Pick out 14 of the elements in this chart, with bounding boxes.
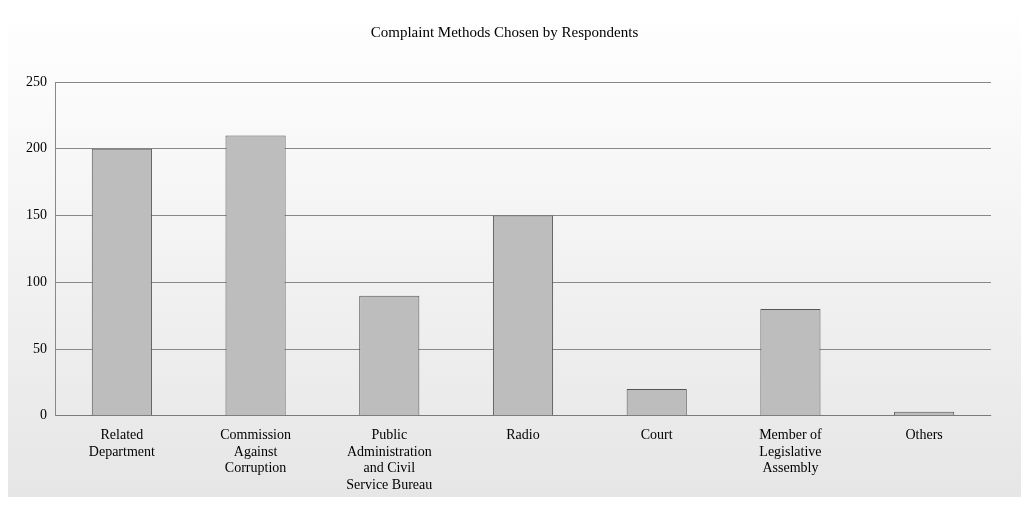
x-tick-label: Court bbox=[640, 426, 673, 442]
x-tick-label: Commission Against Corruption bbox=[220, 426, 291, 476]
x-tick-label: Member of Legislative Assembly bbox=[759, 426, 823, 476]
y-tick-label: 200 bbox=[26, 140, 47, 156]
y-tick-label: 250 bbox=[26, 73, 47, 89]
x-tick-label: Public Administration and Civil Service Bureau bbox=[346, 426, 433, 493]
y-tick-label: 150 bbox=[26, 207, 47, 223]
y-tick-label: 50 bbox=[33, 340, 47, 356]
chart-title: Complaint Methods Chosen by Respondents bbox=[370, 23, 639, 40]
y-tick-label: 100 bbox=[26, 273, 47, 289]
x-tick-label: Others bbox=[905, 426, 943, 442]
x-tick-label: Related Department bbox=[88, 426, 155, 459]
y-tick-label: 0 bbox=[40, 407, 47, 423]
x-tick-label: Radio bbox=[506, 426, 540, 442]
